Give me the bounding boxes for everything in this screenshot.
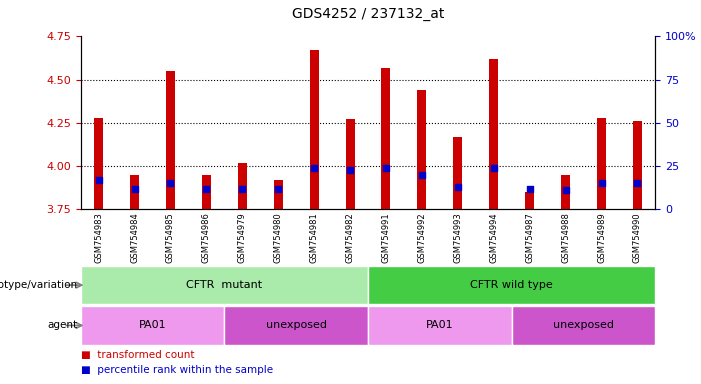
Point bbox=[488, 165, 499, 171]
Point bbox=[273, 185, 284, 192]
Point bbox=[632, 180, 643, 186]
Text: GSM754983: GSM754983 bbox=[94, 212, 103, 263]
Text: agent: agent bbox=[47, 320, 77, 331]
Point bbox=[93, 177, 104, 183]
Text: unexposed: unexposed bbox=[553, 320, 614, 331]
Bar bbox=[561, 175, 570, 209]
Bar bbox=[202, 175, 211, 209]
Text: GSM754989: GSM754989 bbox=[597, 212, 606, 263]
Text: GSM754992: GSM754992 bbox=[417, 212, 426, 263]
Bar bbox=[381, 68, 390, 209]
Bar bbox=[597, 118, 606, 209]
Point bbox=[165, 180, 176, 186]
Bar bbox=[368, 306, 512, 345]
Text: GSM754980: GSM754980 bbox=[273, 212, 283, 263]
Text: PA01: PA01 bbox=[139, 320, 166, 331]
Text: GDS4252 / 237132_at: GDS4252 / 237132_at bbox=[292, 7, 444, 21]
Point bbox=[416, 172, 428, 178]
Bar bbox=[273, 180, 283, 209]
Text: GSM754991: GSM754991 bbox=[381, 212, 390, 263]
Point bbox=[200, 185, 212, 192]
Text: ■  transformed count: ■ transformed count bbox=[81, 350, 194, 360]
Bar bbox=[130, 175, 139, 209]
Bar bbox=[166, 71, 175, 209]
Text: GSM754986: GSM754986 bbox=[202, 212, 211, 263]
Text: GSM754988: GSM754988 bbox=[561, 212, 570, 263]
Bar bbox=[81, 266, 368, 305]
Point bbox=[344, 167, 355, 173]
Bar bbox=[310, 50, 319, 209]
Text: GSM754985: GSM754985 bbox=[166, 212, 175, 263]
Bar bbox=[81, 306, 224, 345]
Text: unexposed: unexposed bbox=[266, 320, 327, 331]
Text: GSM754993: GSM754993 bbox=[454, 212, 463, 263]
Point bbox=[237, 185, 248, 192]
Bar bbox=[512, 306, 655, 345]
Point bbox=[308, 165, 320, 171]
Text: GSM754979: GSM754979 bbox=[238, 212, 247, 263]
Text: GSM754981: GSM754981 bbox=[310, 212, 319, 263]
Point bbox=[129, 185, 140, 192]
Text: GSM754994: GSM754994 bbox=[489, 212, 498, 263]
Text: CFTR  mutant: CFTR mutant bbox=[186, 280, 262, 290]
Text: GSM754987: GSM754987 bbox=[525, 212, 534, 263]
Point bbox=[452, 184, 463, 190]
Text: GSM754990: GSM754990 bbox=[633, 212, 642, 263]
Text: genotype/variation: genotype/variation bbox=[0, 280, 77, 290]
Text: PA01: PA01 bbox=[426, 320, 454, 331]
Text: GSM754982: GSM754982 bbox=[346, 212, 355, 263]
Bar bbox=[346, 119, 355, 209]
Point bbox=[560, 187, 571, 194]
Text: CFTR wild type: CFTR wild type bbox=[470, 280, 553, 290]
Bar bbox=[525, 192, 534, 209]
Bar bbox=[489, 59, 498, 209]
Text: ■  percentile rank within the sample: ■ percentile rank within the sample bbox=[81, 365, 273, 375]
Bar bbox=[454, 137, 463, 209]
Text: GSM754984: GSM754984 bbox=[130, 212, 139, 263]
Point bbox=[596, 180, 607, 186]
Bar bbox=[238, 163, 247, 209]
Point bbox=[381, 165, 392, 171]
Bar bbox=[94, 118, 103, 209]
Bar bbox=[368, 266, 655, 305]
Bar bbox=[417, 90, 426, 209]
Bar bbox=[224, 306, 368, 345]
Point bbox=[524, 185, 536, 192]
Bar bbox=[633, 121, 642, 209]
